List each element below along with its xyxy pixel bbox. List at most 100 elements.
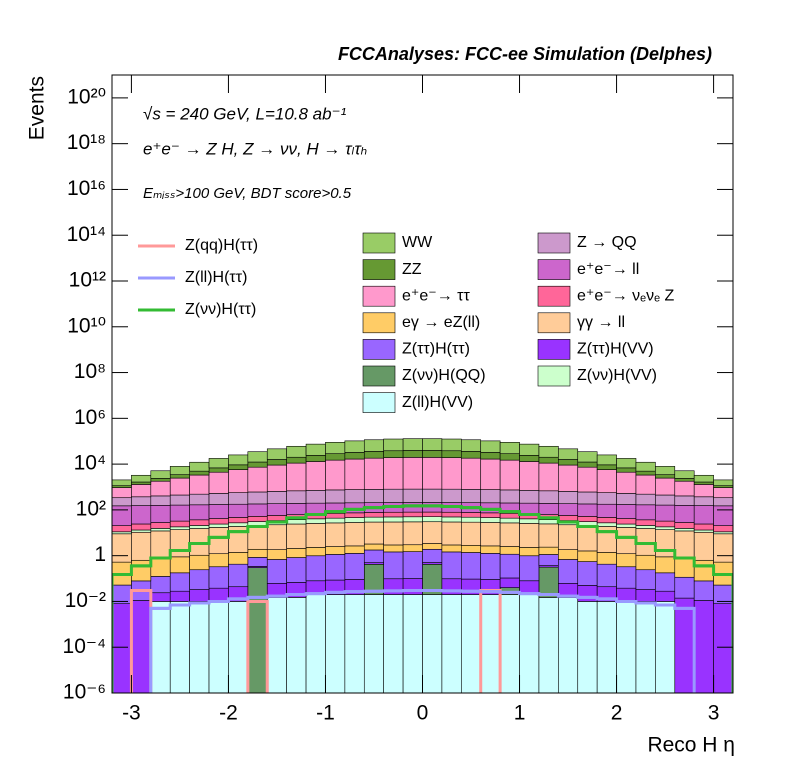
histogram-bar [305, 555, 326, 582]
histogram-bar [169, 474, 190, 479]
histogram-bar [693, 505, 714, 525]
histogram-bar [286, 456, 307, 464]
histogram-bar [131, 496, 152, 506]
legend-label: Z(ll)H(ττ) [185, 269, 247, 286]
legend-swatch [362, 259, 396, 280]
histogram-bar [286, 519, 307, 525]
histogram-bar [383, 594, 404, 693]
histogram-bar [441, 551, 462, 580]
histogram-bar [325, 594, 346, 693]
histogram-bar [422, 488, 443, 503]
histogram-bar [538, 445, 559, 458]
histogram-bar [461, 516, 482, 523]
histogram-bar [363, 489, 384, 503]
histogram-bar [616, 523, 637, 528]
legend-swatch [362, 365, 396, 387]
histogram-bar [112, 603, 132, 693]
histogram-bar [461, 594, 482, 693]
histogram-bar [150, 592, 171, 602]
histogram-bar [402, 551, 423, 579]
histogram-bar [169, 556, 190, 574]
histogram-bar [655, 572, 676, 592]
histogram-bar [558, 459, 579, 466]
histogram-bar [247, 525, 268, 550]
histogram-bar [558, 464, 579, 492]
histogram-bar [674, 558, 695, 578]
histogram-bar [150, 528, 171, 532]
histogram-bar [363, 457, 384, 490]
histogram-bar [169, 590, 190, 602]
histogram-bar [383, 457, 404, 490]
histogram-bar [247, 491, 268, 505]
histogram-bar [422, 548, 443, 563]
legend-swatch [362, 232, 396, 254]
legend-label: Z(νν)H(VV) [577, 367, 657, 384]
histogram-bar [422, 543, 443, 550]
legend-label: ZZ [402, 261, 422, 278]
histogram-bar [266, 448, 287, 460]
histogram-bar [538, 554, 559, 566]
histogram-bar [693, 559, 714, 582]
legend-swatch [362, 312, 396, 334]
legend-swatch [362, 339, 396, 360]
histogram-bar [189, 470, 210, 476]
histogram-bar [131, 484, 152, 498]
histogram-bar [655, 477, 676, 496]
histogram-bar [305, 443, 326, 456]
histogram-bar [189, 525, 210, 529]
histogram-bar [325, 554, 346, 581]
histogram-bar [616, 601, 637, 693]
histogram-bar [228, 601, 249, 693]
histogram-bar [422, 521, 443, 544]
annotation: Eₘᵢₛₛ>100 GeV, BDT score>0.5 [143, 185, 352, 202]
histogram-bar [693, 580, 714, 601]
histogram-bar [325, 489, 346, 504]
histogram-bar [344, 522, 365, 547]
histogram-bar [693, 496, 714, 506]
y-tick-label: 10⁶ [74, 406, 106, 429]
histogram-bar [538, 462, 559, 492]
histogram-bar [169, 526, 190, 530]
histogram-bar [228, 503, 249, 518]
histogram-bar [596, 469, 617, 493]
histogram-bar [635, 493, 656, 506]
x-tick-label: 0 [417, 702, 429, 725]
histogram-bar [635, 601, 656, 693]
histogram-bar [655, 494, 676, 506]
histogram-bar [596, 454, 617, 466]
legend-label: γγ → ll [577, 314, 625, 331]
histogram-bar [441, 544, 462, 553]
legend-label: e⁺e⁻→ ll [577, 261, 639, 278]
histogram-bar [441, 521, 462, 546]
histogram-bar [112, 479, 132, 486]
histogram-bar [402, 438, 423, 451]
histogram-bar [480, 458, 501, 490]
histogram-bar [616, 527, 637, 555]
histogram-bar [150, 470, 171, 479]
histogram-bar [189, 554, 210, 571]
histogram-bar [266, 597, 287, 693]
legend-swatch [537, 312, 571, 334]
histogram-bar [635, 525, 656, 529]
histogram-bar [150, 505, 171, 523]
histogram-bar [480, 512, 501, 518]
histogram-bar [266, 491, 287, 504]
histogram-bar [538, 503, 559, 515]
histogram-bar [422, 594, 443, 693]
x-tick-label: 1 [514, 702, 526, 725]
histogram-bar [674, 576, 695, 599]
histogram-bar [208, 504, 229, 519]
histogram-bar [325, 522, 346, 547]
histogram-bar [286, 557, 307, 583]
histogram-bar [247, 557, 268, 567]
histogram-bar [150, 478, 171, 482]
histogram-bar [169, 504, 190, 522]
histogram-bar [208, 471, 229, 494]
histogram-bar [635, 474, 656, 495]
histogram-bar [325, 513, 346, 519]
histogram-bar [519, 461, 540, 491]
histogram-bar [150, 495, 171, 506]
histogram-bar [383, 544, 404, 553]
histogram-bar [422, 511, 443, 517]
legend-swatch [537, 365, 571, 387]
